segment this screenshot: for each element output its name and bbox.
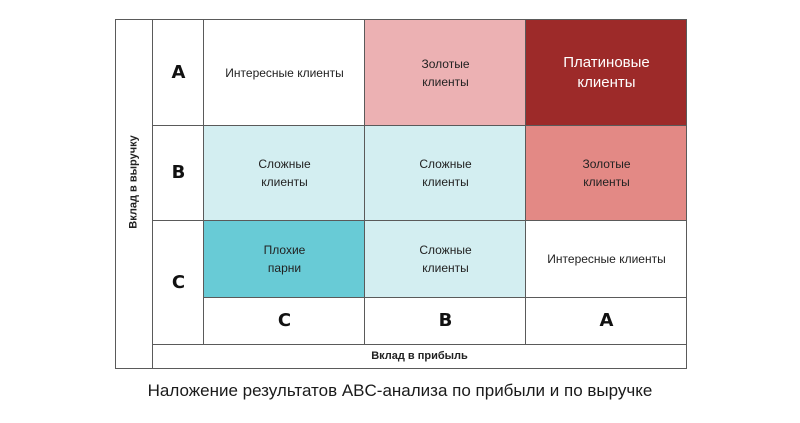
cell-bad-guys: Плохие парни: [204, 220, 365, 297]
figure-caption: Наложение результатов ABC-анализа по при…: [0, 381, 800, 401]
cell-line1: Сложные: [258, 155, 310, 173]
cell-line1: Золотые: [422, 55, 470, 73]
cell-line2: клиенты: [419, 259, 471, 277]
y-axis-title: Вклад в выручку: [116, 20, 152, 344]
cell-platinum-clients: Платиновые клиенты: [526, 20, 687, 125]
cell-line1: Золотые: [583, 155, 631, 173]
frame-top: [115, 19, 687, 20]
cell-line1: Сложные: [419, 241, 471, 259]
cell-gold-clients-mid: Золотые клиенты: [526, 125, 687, 220]
cell-line1: Плохие: [264, 241, 306, 259]
y-axis-label: Вклад в выручку: [128, 135, 140, 228]
grid-h-3: [203, 297, 687, 298]
axis-horizontal: [152, 344, 687, 345]
cell-complex-clients-c-b: Сложные клиенты: [365, 220, 526, 297]
cell-gold-clients-top: Золотые клиенты: [365, 20, 526, 125]
row-label-a: A: [153, 20, 204, 125]
axis-vertical: [152, 19, 153, 369]
frame-left: [115, 19, 116, 369]
cell-interesting-clients-bottom: Интересные клиенты: [526, 220, 687, 297]
cell-complex-clients-b-c: Сложные клиенты: [204, 125, 365, 220]
cell-line2: клиенты: [419, 173, 471, 191]
row-label-b: B: [153, 125, 204, 220]
cell-line2: клиенты: [422, 73, 470, 91]
cell-line1: Платиновые: [563, 53, 650, 73]
col-label-c: C: [204, 297, 365, 344]
cell-complex-clients-b-b: Сложные клиенты: [365, 125, 526, 220]
cell-line2: клиенты: [563, 73, 650, 93]
frame-bottom: [115, 368, 687, 369]
grid-h-2: [152, 220, 687, 221]
cell-line1: Интересные клиенты: [547, 250, 665, 268]
cell-line1: Интересные клиенты: [225, 64, 343, 82]
x-axis-title: Вклад в прибыль: [152, 345, 687, 367]
col-label-a: A: [526, 297, 687, 344]
cell-line2: клиенты: [583, 173, 631, 191]
cell-line2: парни: [264, 259, 306, 277]
grid-h-1: [152, 125, 687, 126]
cell-line1: Сложные: [419, 155, 471, 173]
row-label-c: C: [153, 220, 204, 344]
cell-line2: клиенты: [258, 173, 310, 191]
cell-interesting-clients-top: Интересные клиенты: [204, 20, 365, 125]
frame-right: [686, 19, 687, 369]
col-label-b: B: [365, 297, 526, 344]
